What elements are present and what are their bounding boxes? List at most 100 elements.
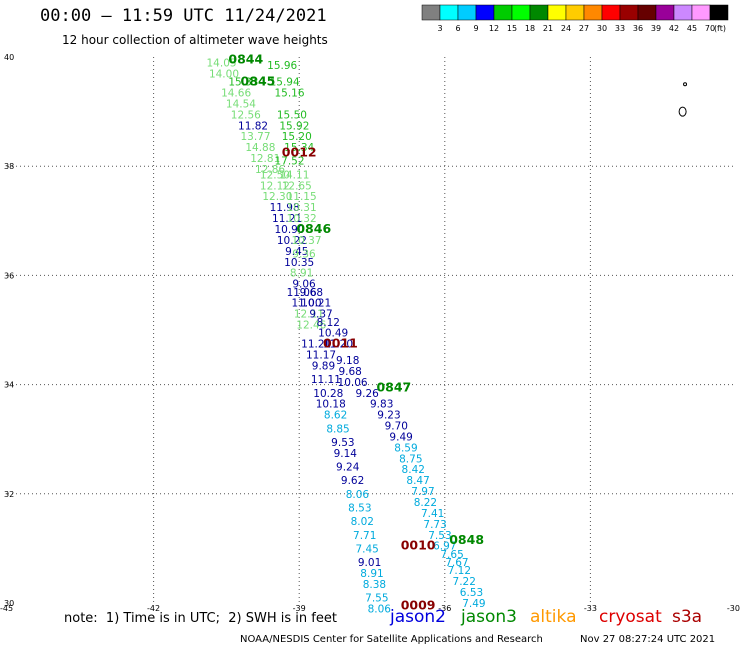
wave-height-value: 11.21 [272, 213, 302, 225]
wave-height-value: 10.49 [318, 328, 348, 340]
wave-height-value: 9.14 [334, 448, 358, 460]
wave-height-value: 11.21 [301, 339, 331, 351]
pass-time: 0012 [282, 145, 317, 160]
generated-date: Nov 27 08:27:24 UTC 2021 [580, 634, 716, 645]
legend-unit: (ft) [714, 24, 726, 33]
legend-swatch [691, 4, 711, 21]
pass-time: 0848 [449, 532, 484, 547]
legend-label: 36 [633, 24, 643, 33]
wave-height-value: 10.90 [274, 224, 304, 236]
x-tick-label: -45 [0, 604, 13, 613]
wave-height-value: 15.16 [274, 87, 304, 99]
wave-height-value: 8.85 [326, 423, 349, 435]
island-outline [683, 82, 688, 87]
wave-height-value: 9.89 [312, 360, 335, 372]
wave-height-value: 8.06 [346, 489, 370, 501]
wave-height-value: 7.41 [421, 508, 444, 520]
wave-height-value: 10.37 [291, 235, 321, 247]
legend-label: 3 [437, 24, 442, 33]
wave-height-value: 7.71 [353, 530, 376, 542]
wave-height-value: 8.38 [363, 579, 386, 591]
wave-height-value: 11.98 [270, 202, 300, 214]
footnote: note: 1) Time is in UTC; 2) SWH is in fe… [64, 611, 337, 626]
legend-swatch [439, 4, 459, 21]
wave-height-value: 9.37 [309, 309, 332, 321]
wave-height-value: 10.22 [277, 235, 307, 247]
wave-height-value: 9.53 [331, 437, 354, 449]
wave-height-value: 11.17 [306, 350, 336, 362]
wave-height-value: 6.97 [433, 541, 456, 553]
wave-height-value: 9.26 [355, 388, 379, 400]
wave-height-value: 7.49 [462, 598, 485, 610]
legend-swatch [475, 4, 495, 21]
wave-height-value: 12.30 [262, 191, 292, 203]
wave-height-value: 8.06 [368, 603, 392, 615]
map-grid [8, 57, 736, 603]
wave-height-value: 8.91 [360, 568, 383, 580]
satellite-cryosat: cryosat [599, 607, 662, 627]
wave-height-value: 8.91 [290, 268, 313, 280]
wave-height-value: 6.53 [460, 587, 483, 599]
chart-title: 00:00 — 11:59 UTC 11/24/2021 [40, 6, 327, 26]
wave-height-value: 13.77 [240, 131, 270, 143]
wave-height-value: 9.36 [292, 249, 316, 261]
y-tick-label: 30 [4, 599, 14, 608]
y-tick-label: 36 [4, 271, 14, 280]
wave-height-value: 15.34 [284, 142, 314, 154]
wave-height-value: 10.21 [301, 298, 331, 310]
satellite-altika: altika [530, 607, 577, 627]
wave-height-value: 9.62 [341, 475, 364, 487]
legend-label: 42 [669, 24, 679, 33]
legend-swatch [583, 4, 603, 21]
legend-swatch [637, 4, 657, 21]
wave-height-value: 11.06 [287, 287, 317, 299]
y-tick-label: 38 [4, 162, 14, 171]
legend-swatch [655, 4, 675, 21]
wave-height-value: 10.32 [287, 213, 317, 225]
axis-ticks: -45 -42 -39 -36 -33 -30 30 32 34 36 38 40 [0, 53, 740, 613]
legend-swatch [511, 4, 531, 21]
wave-height-value: 15.50 [277, 109, 307, 121]
wave-height-value: 11.15 [287, 191, 317, 203]
wave-height-value: 10.28 [313, 388, 343, 400]
wave-height-value: 8.53 [348, 502, 371, 514]
satellite-jason3: jason3 [461, 607, 517, 627]
pass-time: 0846 [296, 221, 331, 236]
legend-swatch [619, 4, 639, 21]
wave-height-value: 15.20 [282, 131, 312, 143]
chart-subtitle: 12 hour collection of altimeter wave hei… [62, 33, 328, 47]
wave-height-value: 12.46 [296, 320, 326, 332]
satellite-s3a: s3a [672, 607, 703, 627]
wave-height-value: 14.11 [279, 169, 309, 181]
satellite-jason2: jason2 [390, 607, 446, 627]
color-legend: 3 6 9 12 15 18 21 24 27 30 33 36 39 42 45 70(ft) [421, 4, 729, 33]
wave-height-value: 8.75 [399, 453, 422, 465]
legend-swatch [529, 4, 549, 21]
wave-height-value: 12.50 [260, 169, 290, 181]
wave-height-value: 7.97 [411, 486, 434, 498]
wave-height-value: 8.47 [406, 475, 429, 487]
legend-label: 21 [543, 24, 553, 33]
wave-height-value: 10.06 [338, 377, 368, 389]
legend-swatch [457, 4, 477, 21]
pass-time: 0844 [228, 52, 263, 67]
island-markers [678, 82, 688, 117]
wave-height-value: 9.49 [389, 431, 412, 443]
wave-height-value: 14.05 [207, 57, 237, 69]
x-tick-label: -36 [438, 604, 451, 613]
legend-swatch [547, 4, 567, 21]
x-tick-label: -33 [584, 604, 597, 613]
wave-height-value: 14.66 [221, 87, 251, 99]
x-tick-label: -39 [293, 604, 306, 613]
legend-label: 24 [561, 24, 571, 33]
wave-height-value: 9.24 [336, 462, 360, 474]
wave-height-value: 7.65 [440, 549, 463, 561]
wave-height-value: 9.68 [300, 287, 323, 299]
pass-time: 0009 [401, 598, 436, 613]
wave-height-value: 12.11 [294, 309, 324, 321]
legend-swatch [421, 4, 441, 21]
wave-height-value: 9.06 [292, 279, 316, 291]
wave-height-value: 7.22 [453, 576, 476, 588]
legend-label: 39 [651, 24, 661, 33]
